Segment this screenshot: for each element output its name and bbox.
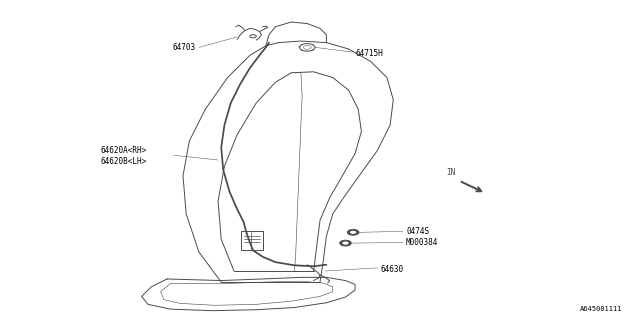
Text: 0474S: 0474S	[406, 227, 429, 236]
Text: M000384: M000384	[406, 238, 438, 247]
Text: 64703: 64703	[173, 43, 196, 52]
Text: 64715H: 64715H	[355, 49, 383, 58]
Circle shape	[342, 242, 349, 245]
Circle shape	[340, 240, 351, 246]
Circle shape	[348, 229, 359, 235]
Text: 64620A<RH>: 64620A<RH>	[100, 146, 147, 155]
Text: IN: IN	[446, 168, 455, 178]
Text: 64630: 64630	[381, 265, 404, 274]
Circle shape	[350, 231, 356, 234]
Text: 64620B<LH>: 64620B<LH>	[100, 157, 147, 166]
Text: A645001111: A645001111	[580, 306, 623, 312]
